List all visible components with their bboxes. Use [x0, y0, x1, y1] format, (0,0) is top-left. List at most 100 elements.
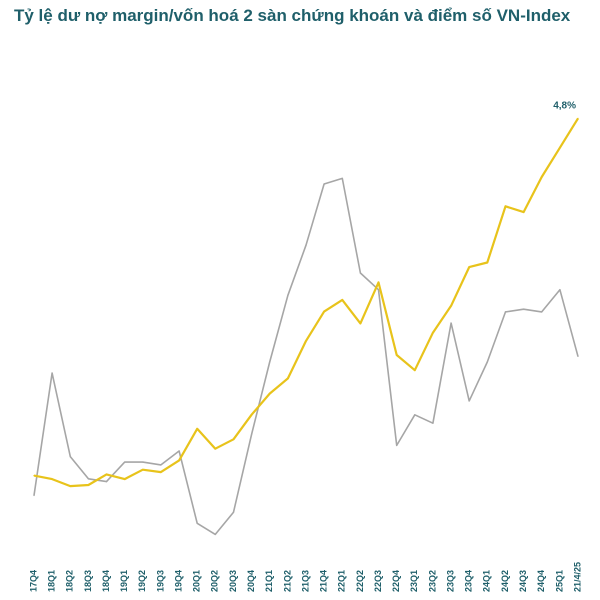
x-tick-label: 19Q3	[155, 570, 165, 592]
point-margin_ratio-6	[142, 469, 144, 471]
point-margin_ratio-28	[541, 176, 543, 178]
point-margin_ratio-9	[196, 428, 198, 430]
x-tick-label: 23Q2	[427, 570, 437, 592]
point-margin_ratio-0	[33, 475, 35, 477]
x-tick-label: 18Q3	[83, 570, 93, 592]
series-line-margin_ratio	[33, 117, 579, 488]
point-vn_index-15	[305, 244, 307, 246]
point-vn_index-23	[450, 322, 452, 324]
point-vn_index-17	[341, 177, 343, 179]
point-vn_index-14	[287, 294, 289, 296]
x-tick-label: 24Q4	[536, 570, 546, 592]
point-margin_ratio-22	[432, 332, 434, 334]
x-tick-label: 20Q3	[228, 570, 238, 592]
point-vn_index-7	[160, 464, 162, 466]
point-vn_index-4	[105, 481, 108, 483]
point-margin_ratio-12	[251, 414, 253, 416]
point-margin_ratio-14	[287, 377, 289, 379]
point-vn_index-9	[196, 522, 198, 524]
point-margin_ratio-19	[377, 281, 380, 283]
x-tick-label: 19Q4	[173, 570, 183, 592]
point-margin_ratio-18	[359, 322, 361, 324]
point-vn_index-5	[124, 461, 126, 463]
x-tick-label: 24Q1	[482, 570, 492, 592]
series-margin_ratio	[33, 117, 579, 488]
point-vn_index-30	[577, 355, 579, 357]
point-margin_ratio-20	[396, 354, 398, 356]
x-tick-label: 23Q4	[464, 570, 474, 592]
x-tick-label: 23Q3	[445, 570, 455, 592]
point-vn_index-16	[323, 183, 325, 185]
x-tick-label: 18Q1	[46, 570, 56, 592]
x-tick-label: 24Q3	[518, 570, 528, 592]
point-margin_ratio-15	[305, 340, 307, 342]
point-vn_index-22	[432, 422, 434, 424]
annotation-layer: 4,8%	[553, 100, 576, 111]
point-vn_index-25	[486, 361, 488, 363]
point-margin_ratio-13	[269, 393, 271, 395]
point-vn_index-28	[541, 311, 543, 313]
x-tick-label: 22Q2	[355, 570, 365, 592]
point-vn_index-21	[414, 414, 416, 416]
x-tick-label: 22Q1	[337, 570, 347, 592]
x-tick-label: 23Q1	[409, 570, 419, 592]
x-tick-label: 22Q3	[373, 570, 383, 592]
annotation-label: 4,8%	[553, 100, 576, 111]
x-tick-label: 21/4/25	[572, 562, 582, 592]
point-vn_index-24	[468, 400, 470, 402]
point-margin_ratio-2	[69, 485, 71, 487]
chart-title: Tỷ lệ dư nợ margin/vốn hoá 2 sàn chứng k…	[14, 6, 571, 25]
point-margin_ratio-3	[87, 484, 89, 486]
x-tick-label: 19Q1	[119, 570, 129, 592]
x-tick-label: 21Q3	[300, 570, 310, 592]
point-margin_ratio-27	[523, 211, 525, 213]
point-margin_ratio-24	[468, 266, 470, 268]
point-vn_index-12	[251, 433, 253, 435]
x-tick-label: 22Q4	[391, 570, 401, 592]
point-vn_index-29	[559, 289, 561, 291]
point-margin_ratio-8	[178, 459, 180, 461]
point-vn_index-1	[51, 372, 53, 374]
x-tick-label: 25Q1	[554, 570, 564, 592]
series-vn_index	[33, 177, 579, 536]
point-margin_ratio-26	[504, 205, 507, 207]
point-margin_ratio-7	[160, 471, 162, 473]
point-vn_index-11	[232, 511, 235, 513]
x-tick-label: 20Q2	[210, 570, 220, 592]
point-vn_index-0	[33, 494, 35, 497]
point-vn_index-2	[69, 456, 71, 458]
point-margin_ratio-4	[105, 473, 108, 475]
point-margin_ratio-29	[559, 147, 561, 149]
x-tick-label: 19Q2	[137, 570, 147, 592]
point-vn_index-18	[359, 272, 361, 274]
point-margin_ratio-16	[323, 311, 325, 313]
point-margin_ratio-11	[232, 438, 235, 440]
point-vn_index-10	[214, 533, 216, 536]
point-margin_ratio-21	[414, 369, 416, 371]
x-tick-label: 20Q1	[192, 570, 202, 592]
x-tick-label: 18Q2	[65, 570, 75, 592]
point-vn_index-13	[269, 361, 271, 363]
x-axis-ticks: 17Q4 18Q1 18Q2 18Q3 18Q4 19Q1 19Q2 19Q3 19Q4 20Q1…	[28, 562, 582, 592]
x-tick-label: 21Q4	[318, 570, 328, 592]
point-margin_ratio-30	[577, 117, 579, 119]
point-vn_index-27	[523, 308, 525, 310]
point-vn_index-6	[142, 461, 144, 463]
point-vn_index-19	[377, 289, 380, 291]
x-tick-label: 24Q2	[500, 570, 510, 592]
point-vn_index-8	[178, 450, 180, 452]
plot-layer	[33, 117, 579, 536]
point-margin_ratio-23	[450, 305, 452, 307]
point-margin_ratio-17	[341, 299, 343, 301]
point-vn_index-3	[87, 478, 89, 480]
x-tick-label: 17Q4	[28, 570, 38, 592]
point-margin_ratio-5	[124, 478, 126, 480]
point-margin_ratio-1	[51, 478, 53, 480]
point-margin_ratio-25	[486, 261, 488, 264]
point-vn_index-26	[504, 311, 507, 313]
x-tick-label: 21Q1	[264, 570, 274, 592]
point-margin_ratio-10	[214, 448, 216, 450]
x-tick-label: 21Q2	[282, 570, 292, 592]
